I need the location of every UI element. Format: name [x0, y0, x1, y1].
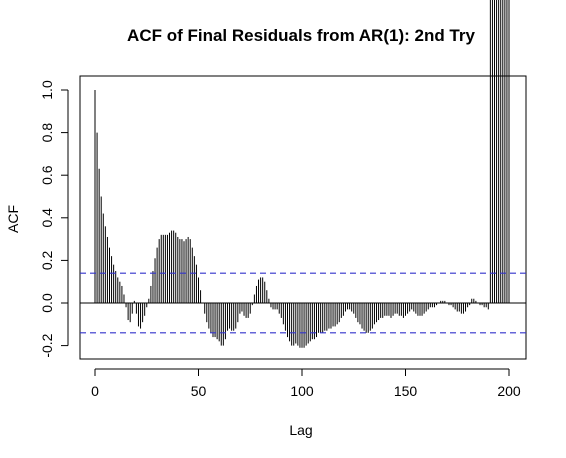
y-tick-label: 0.8: [39, 123, 55, 143]
y-tick-label: 0.4: [39, 208, 55, 228]
x-tick-label: 0: [91, 383, 99, 399]
x-tick-label: 100: [290, 383, 314, 399]
y-axis-label: ACF: [5, 205, 21, 233]
chart-title: ACF of Final Residuals from AR(1): 2nd T…: [127, 26, 475, 45]
x-tick-label: 50: [191, 383, 207, 399]
x-tick-label: 150: [394, 383, 418, 399]
x-axis: 0 50 100 150 200: [91, 368, 521, 399]
y-axis: -0.2 0.0 0.2 0.4 0.6 0.8 1.0: [39, 80, 69, 358]
acf-bars: [94, 0, 510, 348]
x-tick-label: 200: [497, 383, 521, 399]
y-tick-label: -0.2: [39, 333, 55, 357]
y-tick-label: 0.0: [39, 293, 55, 313]
y-tick-label: 1.0: [39, 80, 55, 100]
x-axis-label: Lag: [289, 422, 312, 438]
y-tick-label: 0.6: [39, 165, 55, 185]
plot-frame: [79, 75, 527, 360]
y-tick-label: 0.2: [39, 250, 55, 270]
